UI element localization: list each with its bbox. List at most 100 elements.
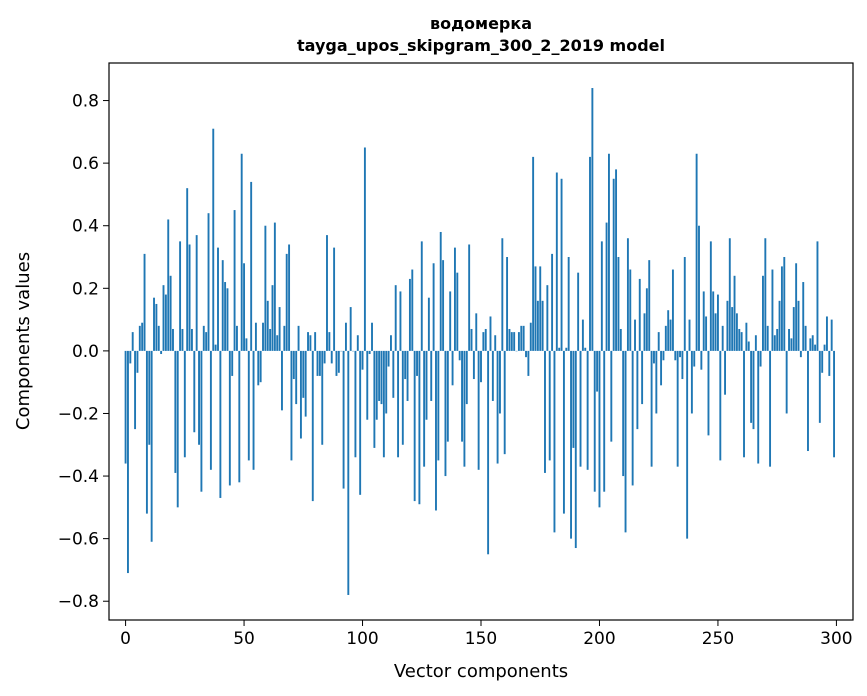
bar bbox=[634, 319, 636, 351]
bar bbox=[435, 350, 437, 511]
bar bbox=[700, 350, 703, 370]
bar bbox=[302, 350, 305, 398]
bar bbox=[411, 269, 414, 351]
bar bbox=[712, 291, 715, 351]
bar bbox=[153, 297, 155, 351]
bar bbox=[558, 347, 561, 351]
bar bbox=[487, 350, 490, 555]
bar bbox=[179, 241, 182, 351]
bar bbox=[638, 278, 641, 351]
bar bbox=[335, 350, 338, 376]
bar bbox=[510, 332, 513, 351]
bar bbox=[738, 328, 741, 351]
bar bbox=[217, 247, 219, 351]
bar bbox=[375, 350, 378, 420]
bar bbox=[539, 266, 542, 351]
bar bbox=[243, 263, 246, 351]
bar bbox=[555, 172, 558, 351]
bar bbox=[176, 350, 179, 508]
bar bbox=[679, 350, 681, 358]
bar bbox=[219, 350, 222, 498]
bar bbox=[418, 350, 421, 505]
bar bbox=[444, 350, 447, 477]
bar bbox=[373, 350, 376, 448]
bar bbox=[804, 325, 807, 351]
bar bbox=[527, 350, 530, 376]
bar bbox=[292, 350, 295, 380]
bar bbox=[290, 350, 293, 461]
bar bbox=[245, 338, 248, 351]
bar bbox=[740, 332, 743, 351]
bar bbox=[608, 153, 610, 351]
bar bbox=[437, 350, 440, 461]
bar bbox=[657, 332, 660, 351]
bar bbox=[598, 350, 601, 508]
bar bbox=[745, 322, 748, 351]
bar bbox=[589, 156, 591, 351]
bar bbox=[828, 350, 831, 376]
bar bbox=[695, 153, 698, 351]
bar bbox=[401, 350, 404, 445]
bar bbox=[162, 285, 165, 351]
bar bbox=[494, 335, 497, 351]
bar bbox=[825, 316, 828, 351]
bar bbox=[304, 350, 307, 417]
bar bbox=[323, 350, 326, 364]
y-tick-label: −0.4 bbox=[58, 467, 99, 487]
bar bbox=[681, 350, 684, 380]
bar bbox=[574, 350, 577, 549]
chart-title: водомерка bbox=[430, 14, 532, 33]
bar bbox=[719, 350, 722, 461]
bar bbox=[643, 313, 646, 351]
bar bbox=[641, 350, 644, 405]
bar bbox=[228, 350, 231, 486]
bar bbox=[387, 350, 390, 367]
bar bbox=[615, 169, 618, 351]
bar bbox=[397, 350, 400, 458]
bar bbox=[127, 350, 129, 574]
bar bbox=[278, 307, 281, 351]
bar bbox=[477, 350, 480, 470]
bar bbox=[716, 294, 719, 351]
bar bbox=[750, 350, 753, 423]
bar bbox=[283, 325, 286, 351]
bar bbox=[193, 350, 196, 433]
bar bbox=[359, 350, 362, 495]
bar bbox=[385, 350, 388, 414]
bar bbox=[131, 332, 134, 351]
bar bbox=[200, 350, 203, 492]
bar bbox=[453, 247, 456, 351]
bar bbox=[231, 350, 234, 376]
bar bbox=[788, 328, 790, 351]
bar bbox=[669, 319, 672, 351]
bar bbox=[489, 316, 492, 351]
bar bbox=[328, 332, 331, 351]
bar bbox=[532, 156, 535, 351]
bar bbox=[250, 181, 253, 351]
bar bbox=[160, 350, 163, 355]
bar bbox=[264, 225, 267, 351]
bar bbox=[356, 335, 359, 351]
bar bbox=[517, 332, 520, 351]
bar bbox=[705, 316, 708, 351]
bar bbox=[416, 350, 418, 376]
bar bbox=[143, 253, 146, 351]
bar bbox=[785, 350, 788, 414]
bar bbox=[333, 247, 336, 351]
x-axis-label: Vector components bbox=[394, 661, 568, 682]
bar bbox=[752, 350, 755, 430]
bar bbox=[363, 147, 366, 351]
bar bbox=[221, 260, 224, 351]
bar bbox=[285, 253, 288, 351]
bar bbox=[747, 341, 750, 351]
bar bbox=[709, 241, 712, 351]
bar bbox=[664, 325, 667, 351]
bar bbox=[273, 222, 276, 351]
bar bbox=[662, 350, 665, 361]
bar bbox=[648, 260, 651, 351]
bar bbox=[818, 350, 821, 423]
bar bbox=[773, 335, 776, 351]
bar bbox=[757, 350, 760, 464]
bar bbox=[475, 313, 478, 351]
x-tick-label: 300 bbox=[820, 629, 852, 649]
